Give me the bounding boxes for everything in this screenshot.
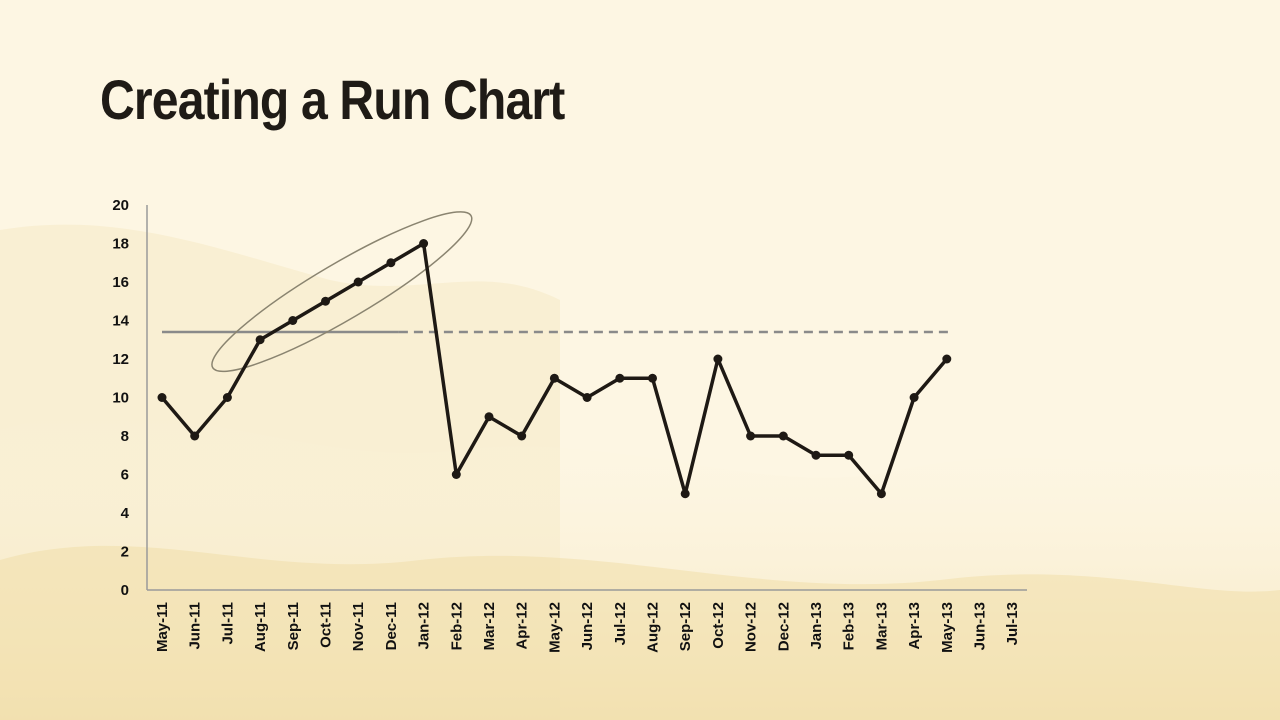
x-tick-label: Dec-11	[383, 602, 400, 650]
data-point	[386, 258, 396, 268]
x-tick-label: Jun-12	[579, 602, 596, 650]
data-point	[942, 354, 952, 364]
x-tick-label: Oct-12	[710, 602, 727, 649]
x-tick-label: Feb-12	[448, 602, 465, 650]
x-tick-label: Sep-11	[285, 602, 302, 650]
data-point	[549, 373, 559, 383]
x-tick-label: Dec-12	[775, 602, 792, 651]
x-tick-label: Apr-13	[906, 602, 923, 650]
data-point	[190, 431, 200, 441]
data-point	[746, 431, 756, 441]
x-tick-label: Jun-11	[187, 602, 204, 650]
y-tick-label: 20	[112, 197, 129, 214]
data-point	[157, 393, 167, 402]
data-point	[876, 489, 886, 499]
y-tick-label: 2	[121, 544, 129, 561]
y-tick-label: 8	[121, 428, 129, 445]
data-point	[778, 431, 788, 441]
data-point	[517, 431, 527, 441]
x-tick-label: May-13	[939, 602, 956, 653]
x-tick-label: Mar-13	[873, 602, 890, 650]
series-line	[160, 241, 949, 496]
y-tick-label: 0	[121, 582, 129, 599]
x-tick-label: Jul-12	[612, 602, 629, 645]
data-point	[713, 354, 723, 364]
data-point	[582, 393, 592, 402]
x-tick-label: May-11	[154, 602, 171, 652]
x-tick-label: Jan-12	[416, 602, 433, 650]
data-point	[909, 393, 919, 402]
data-point	[484, 412, 494, 422]
data-point	[811, 450, 821, 460]
x-tick-label: Feb-13	[841, 602, 858, 650]
y-tick-label: 18	[112, 236, 129, 253]
data-point	[353, 277, 363, 287]
data-point	[648, 373, 657, 383]
data-point	[451, 470, 461, 479]
y-tick-label: 14	[112, 313, 129, 330]
data-point	[419, 239, 429, 248]
y-tick-label: 12	[112, 351, 129, 368]
x-tick-label: Jul-11	[219, 602, 236, 645]
x-tick-label: Aug-12	[645, 602, 662, 653]
x-tick-label: Mar-12	[481, 602, 498, 650]
y-tick-label: 6	[121, 467, 129, 484]
data-point	[222, 393, 232, 402]
data-point	[321, 296, 330, 306]
x-tick-label: Jul-13	[1004, 602, 1021, 645]
x-tick-label: May-12	[546, 602, 563, 653]
x-tick-label: Nov-11	[350, 602, 367, 651]
highlight-ellipse	[211, 211, 473, 373]
x-tick-label: Oct-11	[318, 602, 335, 648]
x-tick-label: Jan-13	[808, 602, 825, 650]
x-tick-label: Nov-12	[743, 602, 760, 652]
data-point	[844, 450, 854, 460]
x-tick-label: Sep-12	[677, 602, 694, 651]
slide-title: Creating a Run Chart	[100, 68, 565, 131]
data-point	[680, 489, 690, 499]
x-tick-label: Aug-11	[252, 602, 269, 652]
data-point	[255, 335, 265, 345]
data-point	[615, 373, 625, 383]
y-tick-label: 16	[112, 274, 129, 291]
y-tick-label: 4	[121, 505, 130, 522]
x-tick-label: Apr-12	[514, 602, 531, 650]
x-tick-label: Jun-13	[972, 602, 989, 650]
y-tick-label: 10	[112, 390, 129, 407]
data-point	[288, 316, 298, 325]
